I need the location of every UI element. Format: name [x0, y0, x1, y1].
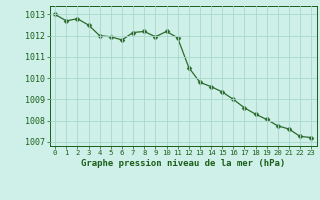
X-axis label: Graphe pression niveau de la mer (hPa): Graphe pression niveau de la mer (hPa) [81, 159, 285, 168]
